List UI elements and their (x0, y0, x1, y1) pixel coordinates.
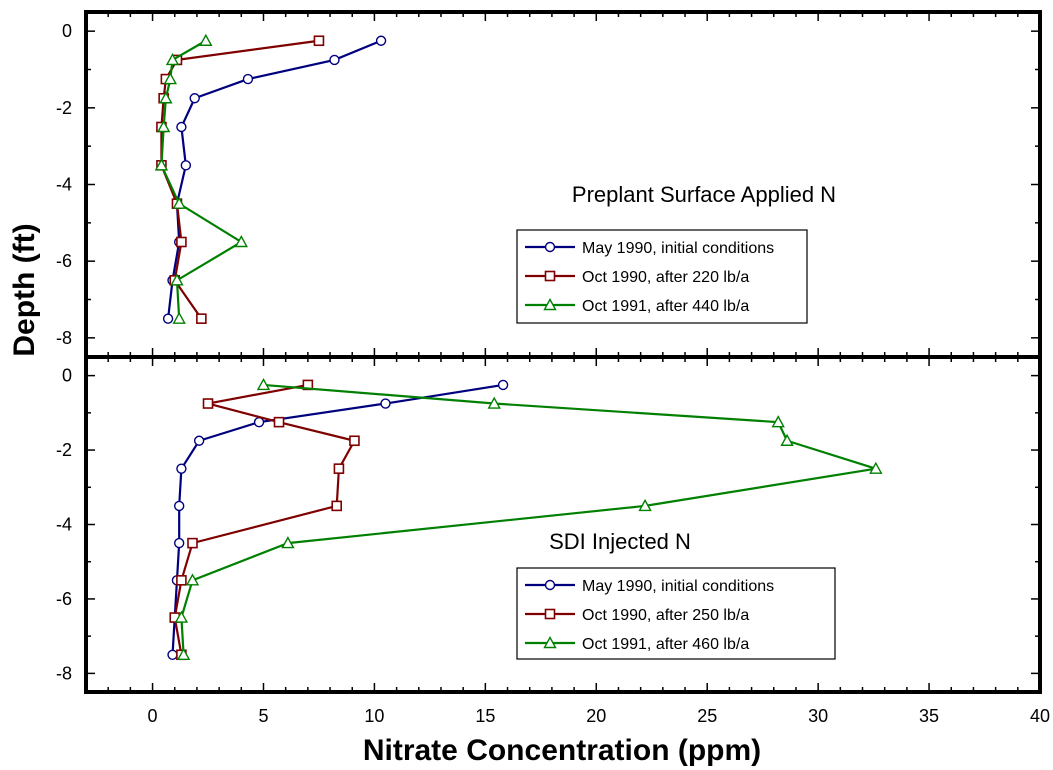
y-tick-label: -2 (56, 440, 72, 460)
y-axis-title: Depth (ft) (8, 223, 41, 356)
data-point (176, 575, 187, 586)
data-point (331, 500, 343, 512)
y-tick-label: -2 (56, 98, 72, 118)
data-point (771, 415, 785, 428)
legend-marker (544, 270, 556, 282)
legend-marker (543, 636, 557, 649)
data-point (242, 73, 254, 85)
data-point (176, 647, 191, 660)
legend-entry: Oct 1991, after 460 lb/a (582, 636, 749, 653)
x-tick-label: 10 (364, 706, 384, 726)
series-red (169, 379, 360, 661)
y-tick-label: 0 (62, 21, 72, 41)
series-line (160, 39, 244, 319)
data-point (185, 573, 200, 586)
legend-marker (543, 298, 557, 311)
data-point (189, 93, 200, 104)
y-tick-label: -4 (56, 175, 72, 195)
legend-entry: Oct 1991, after 440 lb/a (582, 298, 749, 315)
legend-box (516, 229, 808, 324)
data-point (273, 416, 285, 428)
data-point (375, 35, 387, 46)
x-tick-label: 25 (697, 706, 717, 726)
data-point (329, 54, 340, 66)
x-tick-label: 5 (258, 706, 268, 726)
data-point (156, 120, 171, 133)
y-tick-label: -6 (56, 589, 72, 609)
data-point (313, 35, 325, 47)
data-point (193, 435, 205, 446)
series-line (180, 383, 877, 655)
data-point (256, 377, 271, 391)
panel-1: 0 -2 -4 -6 -8 Preplant Surface Applied N May 1… (56, 10, 1042, 359)
data-point (199, 33, 213, 46)
x-tick-label: 40 (1030, 706, 1050, 726)
data-point (176, 236, 187, 248)
data-point (162, 313, 174, 324)
series-green (174, 377, 883, 660)
data-point (234, 235, 248, 248)
data-point (172, 311, 186, 324)
legend-marker (544, 241, 556, 253)
legend-entry: May 1990, initial conditions (582, 240, 774, 257)
data-point (154, 158, 169, 171)
data-point (780, 433, 794, 446)
legend: May 1990, initial conditions Oct 1990, af… (516, 229, 808, 324)
legend-entry: May 1990, initial conditions (582, 578, 774, 595)
data-point (173, 500, 185, 512)
data-point (187, 537, 198, 549)
data-point (487, 396, 501, 409)
series-blue (162, 35, 387, 324)
series-green (154, 33, 248, 324)
y-tick-label: -8 (56, 663, 72, 683)
data-point (638, 498, 652, 512)
data-point (349, 435, 360, 447)
data-point (173, 537, 185, 549)
x-tick-label: 20 (586, 706, 606, 726)
x-axis-tick-labels: 0 5 10 15 20 25 30 35 40 (148, 706, 1050, 726)
data-point (202, 398, 214, 409)
y-tick-label: -8 (56, 328, 72, 348)
legend-marker (544, 608, 556, 620)
data-point (333, 463, 345, 474)
data-point (163, 72, 177, 85)
data-point (165, 52, 180, 66)
series-line (173, 383, 357, 655)
x-tick-label: 15 (475, 706, 495, 726)
data-point (174, 610, 189, 623)
data-point (159, 91, 173, 104)
series-line (166, 39, 382, 319)
legend-marker (544, 579, 556, 591)
y-tick-label: -6 (56, 251, 72, 271)
data-point (196, 313, 207, 324)
legend-entry: Oct 1990, after 250 lb/a (582, 607, 749, 624)
y-tick-label: -4 (56, 515, 72, 535)
data-point (176, 463, 187, 474)
data-point (170, 273, 184, 286)
data-point (180, 160, 192, 171)
legend-entry: Oct 1990, after 220 lb/a (582, 269, 749, 286)
chart-panels: 0 -2 -4 -6 -8 Preplant Surface Applied N May 1… (56, 10, 1042, 694)
x-axis-title: Nitrate Concentration (ppm) (363, 734, 761, 767)
legend: May 1990, initial conditions Oct 1990, af… (516, 567, 836, 660)
data-point (172, 196, 186, 209)
data-point (281, 536, 295, 549)
data-point (380, 398, 391, 409)
y-tick-label: 0 (62, 366, 72, 386)
data-point (869, 461, 883, 474)
data-point (176, 121, 187, 133)
data-point (253, 416, 265, 428)
x-tick-label: 35 (919, 706, 939, 726)
x-tick-label: 30 (808, 706, 828, 726)
series-line (171, 383, 504, 655)
x-tick-label: 0 (148, 706, 158, 726)
panel-2: 0 -2 -4 -6 -8 SDI Injected N May 1990, initial… (56, 355, 1042, 694)
data-point (167, 649, 178, 660)
data-point (497, 379, 509, 391)
panel-title: SDI Injected N (549, 529, 691, 554)
panel-title: Preplant Surface Applied N (572, 182, 836, 207)
series-blue (167, 379, 509, 660)
